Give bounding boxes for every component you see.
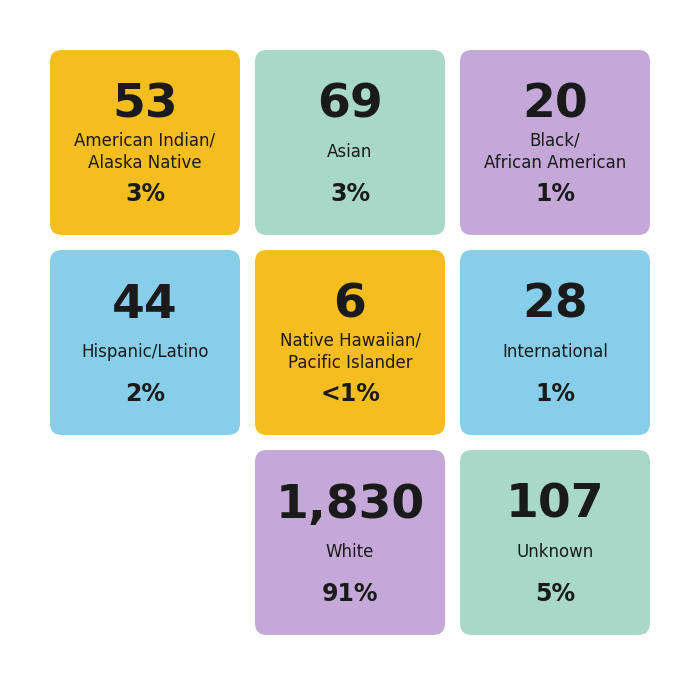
- Text: 1,830: 1,830: [275, 483, 425, 528]
- Text: Black/
African American: Black/ African American: [484, 132, 626, 172]
- FancyBboxPatch shape: [460, 450, 650, 635]
- Text: White: White: [326, 542, 374, 561]
- Text: International: International: [502, 343, 608, 360]
- Text: American Indian/
Alaska Native: American Indian/ Alaska Native: [74, 132, 216, 172]
- Text: 44: 44: [112, 283, 178, 328]
- Text: 3%: 3%: [330, 182, 370, 206]
- Text: 91%: 91%: [322, 582, 378, 606]
- FancyBboxPatch shape: [255, 50, 445, 235]
- Text: 107: 107: [505, 483, 604, 528]
- Text: 5%: 5%: [535, 582, 575, 606]
- Text: 6: 6: [334, 283, 366, 328]
- Text: 2%: 2%: [125, 382, 165, 406]
- Text: Hispanic/Latino: Hispanic/Latino: [81, 343, 209, 360]
- FancyBboxPatch shape: [460, 50, 650, 235]
- FancyBboxPatch shape: [50, 250, 240, 435]
- FancyBboxPatch shape: [460, 250, 650, 435]
- Text: 1%: 1%: [535, 382, 575, 406]
- Text: 69: 69: [317, 83, 383, 128]
- Text: Native Hawaiian/
Pacific Islander: Native Hawaiian/ Pacific Islander: [279, 332, 421, 372]
- Text: 3%: 3%: [125, 182, 165, 206]
- Text: <1%: <1%: [320, 382, 380, 406]
- Text: Asian: Asian: [328, 143, 372, 161]
- Text: 28: 28: [522, 283, 588, 328]
- Text: Unknown: Unknown: [517, 542, 594, 561]
- Text: 1%: 1%: [535, 182, 575, 206]
- Text: 53: 53: [112, 83, 178, 128]
- FancyBboxPatch shape: [255, 250, 445, 435]
- Text: 20: 20: [522, 83, 588, 128]
- FancyBboxPatch shape: [255, 450, 445, 635]
- FancyBboxPatch shape: [50, 50, 240, 235]
